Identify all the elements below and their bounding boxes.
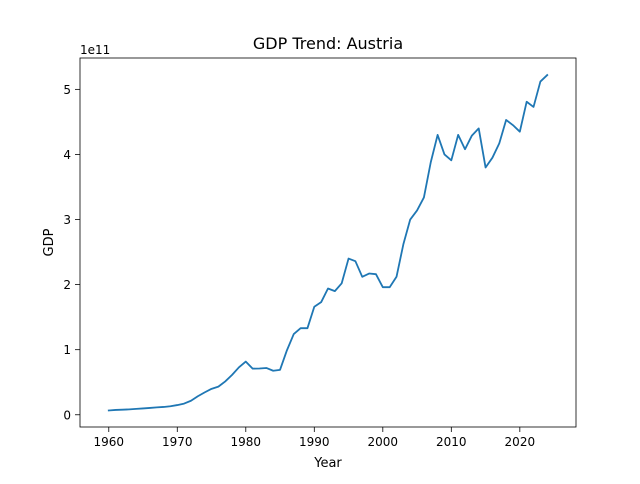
- y-offset-label: 1e11: [80, 43, 110, 57]
- y-tick-label: 2: [63, 278, 71, 292]
- x-tick-label: 2000: [368, 435, 399, 449]
- y-axis-label: GDP: [42, 228, 57, 256]
- plot-frame: [79, 57, 577, 428]
- x-tick-label: 2010: [436, 435, 467, 449]
- x-axis-ticks: 1960 1970 1980 1990 2000 2010 2020: [94, 427, 536, 449]
- y-tick-label: 0: [63, 408, 71, 422]
- series-line: [107, 73, 549, 412]
- x-tick-label: 2020: [505, 435, 536, 449]
- chart-title: GDP Trend: Austria: [253, 34, 403, 53]
- y-tick-label: 5: [63, 83, 71, 97]
- series-layer: [107, 73, 549, 412]
- x-tick-label: 1960: [94, 435, 125, 449]
- x-tick-label: 1990: [299, 435, 330, 449]
- x-tick-label: 1980: [231, 435, 262, 449]
- x-axis-label: Year: [313, 456, 342, 471]
- x-tick-label: 1970: [162, 435, 193, 449]
- y-axis-ticks: 0 1 2 3 4 5: [63, 83, 80, 422]
- y-tick-label: 1: [63, 343, 71, 357]
- y-tick-label: 3: [63, 213, 71, 227]
- y-tick-label: 4: [63, 148, 71, 162]
